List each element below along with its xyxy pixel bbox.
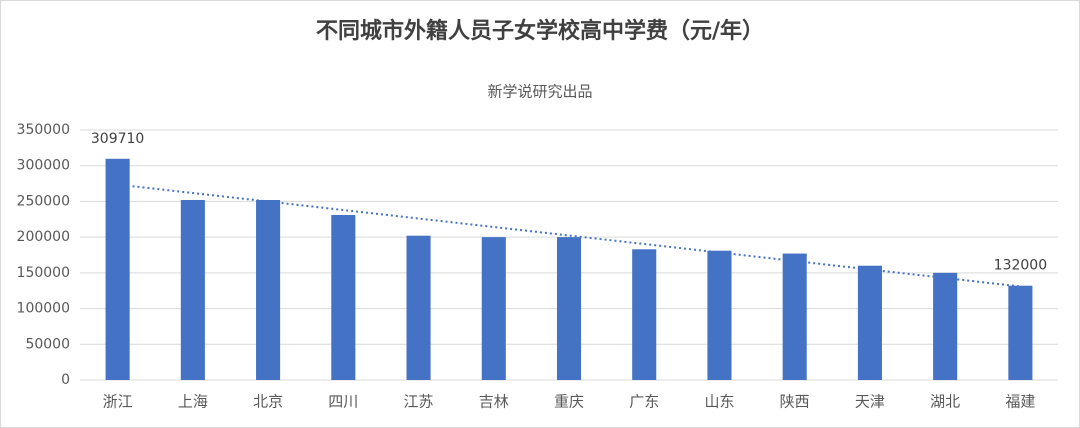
bar <box>105 158 130 380</box>
y-tick-label: 150000 <box>17 265 70 281</box>
bar <box>632 249 657 380</box>
bar <box>556 237 582 380</box>
x-tick-label: 陕西 <box>780 393 810 411</box>
x-tick-label: 江苏 <box>404 393 434 411</box>
bar <box>331 215 356 380</box>
bar <box>1008 285 1033 380</box>
x-tick-label: 天津 <box>855 393 885 411</box>
bar <box>481 237 506 380</box>
x-tick-label: 福建 <box>1005 393 1035 411</box>
x-tick-label: 北京 <box>253 393 283 411</box>
bar <box>857 265 882 380</box>
x-tick-label: 重庆 <box>554 393 584 411</box>
x-tick-label: 吉林 <box>479 393 509 411</box>
bar <box>180 200 205 380</box>
y-tick-label: 50000 <box>25 336 70 352</box>
y-tick-label: 200000 <box>17 229 70 245</box>
y-tick-label: 250000 <box>17 193 70 209</box>
value-label: 132000 <box>994 258 1047 274</box>
x-tick-label: 浙江 <box>103 393 133 411</box>
bar <box>933 272 958 380</box>
bar <box>782 253 807 380</box>
y-tick-label: 100000 <box>17 301 70 317</box>
y-tick-label: 300000 <box>17 158 70 174</box>
trendline <box>117 183 1021 288</box>
chart-title: 不同城市外籍人员子女学校高中学费（元/年） <box>316 18 764 44</box>
x-tick-label: 湖北 <box>930 393 960 411</box>
x-tick-label: 山东 <box>704 393 734 411</box>
x-tick-label: 上海 <box>178 393 208 411</box>
bar <box>256 200 281 380</box>
x-tick-label: 四川 <box>328 393 358 411</box>
bar <box>406 235 431 380</box>
y-tick-label: 0 <box>61 372 70 388</box>
x-tick-label: 广东 <box>629 393 659 411</box>
chart-subtitle: 新学说研究出品 <box>487 83 592 101</box>
y-tick-label: 350000 <box>17 122 70 138</box>
bar <box>707 250 732 380</box>
value-label: 309710 <box>91 131 144 147</box>
